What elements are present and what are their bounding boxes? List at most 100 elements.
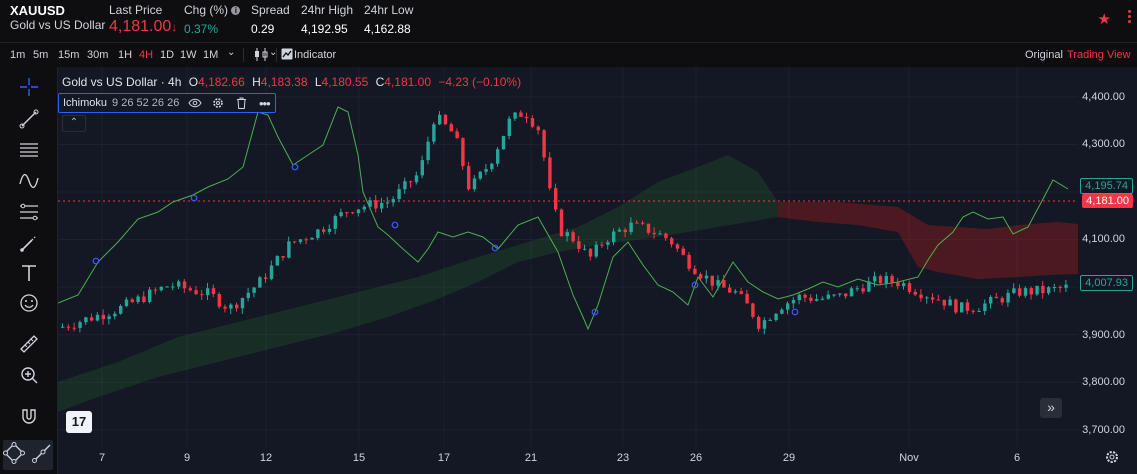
toolbar-divider: [243, 48, 244, 62]
high-label-legend: H: [252, 75, 261, 89]
candle-body: [733, 291, 738, 293]
fib-retracement-icon[interactable]: [15, 199, 43, 225]
candle-body: [148, 289, 152, 302]
candle-body: [281, 256, 285, 258]
candle-body: [211, 288, 216, 295]
high-stat: 24hr High 4,192.95: [301, 3, 353, 36]
candle-body: [919, 294, 923, 299]
settings-icon[interactable]: [211, 96, 225, 110]
candle-body: [362, 206, 366, 210]
candle-body: [728, 287, 732, 293]
magnet-icon[interactable]: [15, 403, 43, 429]
conversion-marker: [391, 221, 399, 229]
chart-settings-icon[interactable]: [1105, 450, 1119, 469]
trendline-icon[interactable]: [15, 106, 43, 132]
tradingview-view-link[interactable]: Trading View: [1067, 49, 1131, 61]
candle-body: [275, 256, 279, 266]
candles-icon[interactable]: [253, 47, 269, 65]
brush-icon[interactable]: [15, 230, 43, 256]
candle-body: [710, 275, 714, 286]
last-price-value: 4,181.00↓: [109, 18, 178, 35]
chevron-down-icon[interactable]: ⌄: [269, 47, 278, 58]
low-value-legend: 4,180.55: [321, 75, 369, 89]
text-icon[interactable]: [15, 260, 43, 286]
candle-body: [1018, 288, 1022, 296]
horizontal-lines-icon[interactable]: [15, 137, 43, 163]
collapse-legend-button[interactable]: ⌃: [62, 115, 86, 132]
pen-line-icon[interactable]: [31, 442, 53, 469]
candle-body: [559, 209, 564, 237]
candle-body: [820, 298, 825, 300]
time-axis-label: 23: [616, 452, 630, 464]
candle-body: [136, 296, 140, 302]
time-axis-label: Nov: [899, 452, 919, 464]
drawing-toolbar: [0, 67, 58, 474]
scroll-to-realtime-button[interactable]: »: [1040, 398, 1062, 418]
price-axis-label: 3,800.00: [1082, 376, 1125, 388]
change-label: Chg (%): [184, 3, 229, 17]
candle-body: [873, 276, 877, 282]
price-axis-label: 4,400.00: [1082, 91, 1125, 103]
candle-body: [594, 244, 598, 257]
candle-body: [519, 112, 523, 117]
interval-4h[interactable]: 4H: [139, 49, 154, 61]
tradingview-logo[interactable]: 17: [66, 411, 92, 433]
candle-body: [455, 131, 459, 139]
interval-15m[interactable]: 15m: [58, 49, 80, 61]
info-icon[interactable]: i: [231, 6, 241, 15]
candle-body: [896, 282, 900, 287]
emoji-icon[interactable]: [15, 290, 43, 316]
candle-body: [142, 296, 146, 302]
wave-icon[interactable]: [15, 168, 43, 194]
candle-body: [704, 275, 709, 279]
price-chart[interactable]: Gold vs US Dollar · 4h O4,182.66 H4,183.…: [58, 67, 1137, 474]
interval-1w[interactable]: 1W: [180, 49, 197, 61]
candle-body: [664, 233, 668, 239]
ruler-icon[interactable]: [15, 331, 43, 357]
candle-body: [525, 116, 529, 119]
candle-body: [751, 303, 755, 317]
symbol-ticker: XAUUSD: [10, 3, 65, 18]
ichimoku-cloud-bullish: [58, 155, 778, 412]
interval-30m[interactable]: 30m: [87, 49, 109, 61]
interval-1d[interactable]: 1D: [160, 49, 175, 61]
indicator-button[interactable]: Indicator: [294, 49, 337, 61]
candle-body: [1047, 287, 1051, 294]
interval-5m[interactable]: 5m: [33, 49, 49, 61]
crosshair-icon[interactable]: [15, 74, 43, 100]
kebab-icon[interactable]: [1128, 10, 1131, 25]
zoom-in-icon[interactable]: [15, 362, 43, 388]
candle-body: [61, 326, 65, 328]
conversion-marker: [591, 308, 599, 316]
candle-body: [380, 202, 384, 209]
candle-body: [130, 299, 134, 302]
conversion-marker: [791, 308, 799, 316]
candle-body: [351, 212, 355, 214]
original-view-link[interactable]: Original: [1025, 49, 1063, 61]
more-icon[interactable]: •••: [259, 95, 271, 111]
eye-icon[interactable]: [188, 96, 202, 110]
candle-body: [577, 241, 581, 249]
indicator-legend[interactable]: Ichimoku 9 26 52 26 26 •••: [58, 93, 277, 113]
interval-1h[interactable]: 1H: [118, 49, 133, 61]
candle-body: [414, 175, 419, 183]
candle-body: [119, 305, 123, 314]
star-icon[interactable]: ★: [1097, 11, 1111, 28]
candle-body: [994, 296, 999, 299]
candle-body: [803, 294, 807, 298]
chart-canvas[interactable]: [58, 67, 1137, 474]
conversion-marker: [92, 257, 100, 265]
indicator-icon[interactable]: [281, 48, 293, 63]
candle-body: [327, 228, 332, 232]
node-edit-icon[interactable]: [3, 441, 25, 469]
interval-1m[interactable]: 1m: [10, 49, 26, 61]
candle-body: [954, 299, 958, 313]
chevron-down-icon[interactable]: ⌄: [227, 47, 236, 58]
candle-body: [374, 200, 378, 209]
candle-body: [177, 281, 181, 287]
trash-icon[interactable]: [234, 96, 248, 110]
candle-body: [815, 299, 819, 301]
candle-body: [1064, 284, 1068, 288]
interval-1m-month[interactable]: 1M: [203, 49, 219, 61]
candle-body: [345, 212, 349, 214]
